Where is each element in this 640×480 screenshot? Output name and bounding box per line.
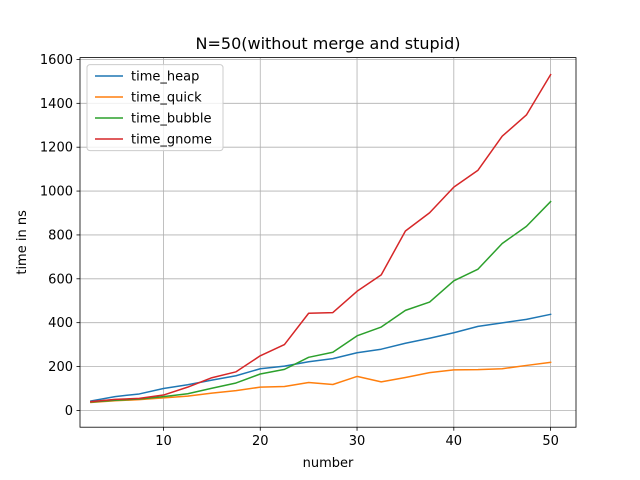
legend-frame (86, 64, 224, 152)
x-tick-label: 20 (252, 434, 269, 449)
x-axis-label: number (303, 456, 354, 471)
y-axis-label: time in ns (15, 210, 30, 275)
series-line-time-heap (90, 313, 552, 402)
y-tick-label: 200 (48, 360, 73, 375)
y-tick-label: 1000 (40, 185, 73, 200)
legend-label: time_heap (131, 70, 199, 85)
series-line-time-bubble (90, 200, 552, 403)
x-tick-label: 10 (155, 434, 172, 449)
x-tick-label: 40 (446, 434, 463, 449)
y-tick-label: 800 (48, 228, 73, 243)
y-tick-label: 600 (48, 272, 73, 287)
legend: time_heap time_quick time_bubble time_gnome (86, 64, 224, 152)
y-tick-label: 1600 (40, 53, 73, 68)
legend-label: time_quick (131, 91, 202, 106)
x-tick-label: 30 (349, 434, 366, 449)
chart-title: N=50(without merge and stupid) (196, 34, 461, 53)
legend-label: time_gnome (131, 133, 212, 148)
plot-frame (79, 57, 577, 428)
x-tick-label: 50 (542, 434, 559, 449)
series-line-time-gnome (90, 73, 552, 403)
grid (80, 57, 576, 428)
y-axis-ticks: 0 200 400 600 800 1000 1200 1400 1600 (40, 53, 80, 419)
y-tick-label: 1400 (40, 97, 73, 112)
y-tick-label: 0 (65, 404, 73, 419)
series-lines (90, 73, 552, 404)
x-axis-ticks: 10 20 30 40 50 (155, 427, 559, 449)
y-tick-label: 1200 (40, 141, 73, 156)
series-line-time-quick (90, 361, 552, 404)
y-tick-label: 400 (48, 316, 73, 331)
legend-label: time_bubble (131, 112, 211, 127)
